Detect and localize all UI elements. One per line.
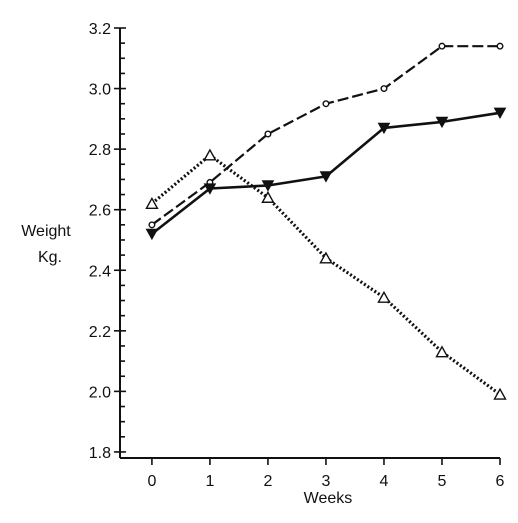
series-3 — [145, 148, 507, 400]
x-tick-label: 5 — [438, 473, 447, 490]
series-2-point — [145, 228, 159, 241]
series-layer — [145, 42, 507, 400]
series-1 — [148, 42, 504, 229]
series-2-point — [493, 107, 507, 120]
series-2-point — [261, 180, 275, 192]
x-tick-label: 3 — [322, 473, 331, 490]
series-2-point — [203, 183, 217, 195]
y-tick-label: 1.8 — [89, 445, 111, 462]
series-1-point — [438, 42, 446, 50]
series-1-point — [496, 42, 504, 50]
x-tick-label: 2 — [263, 473, 272, 490]
series-2-point — [319, 171, 333, 183]
series-3-point — [377, 290, 391, 303]
y-tick-label: 2.6 — [89, 203, 111, 220]
y-axis-title-line-1: Weight — [21, 223, 71, 240]
y-tick-label: 2.8 — [89, 142, 111, 159]
x-tick-label: 0 — [147, 473, 156, 490]
series-1-point — [264, 130, 272, 138]
series-3-point — [203, 148, 217, 161]
x-axis-title: Weeks — [304, 490, 353, 507]
y-tick-label: 2.0 — [89, 384, 111, 401]
series-3-point — [145, 196, 159, 210]
series-2-point — [435, 116, 449, 129]
series-3-line — [150, 153, 501, 396]
series-1-point — [148, 221, 156, 229]
y-tick-label: 2.2 — [89, 324, 111, 341]
series-2-point — [377, 122, 391, 135]
y-ticks: 1.8 2.0 2.2 2.4 2.6 2.8 3.0 3.2 — [89, 21, 126, 462]
x-tick-label: 1 — [205, 473, 214, 490]
series-3-point — [319, 251, 333, 264]
x-tick-label: 6 — [496, 473, 505, 490]
axes — [119, 28, 500, 459]
y-tick-label: 2.4 — [89, 263, 111, 280]
series-3-point — [493, 387, 507, 400]
y-axis-title-line-2: Kg. — [38, 249, 62, 266]
y-tick-label: 3.0 — [89, 82, 111, 99]
y-tick-label: 3.2 — [89, 21, 111, 38]
series-1-line — [151, 45, 500, 226]
series-1-point — [322, 100, 330, 108]
x-tick-label: 4 — [380, 473, 389, 490]
x-ticks: 0 1 2 3 4 5 6 — [147, 458, 505, 490]
series-3-point — [435, 345, 449, 358]
series-1-point — [380, 85, 388, 93]
series-2 — [145, 107, 507, 241]
series-3-point — [261, 190, 275, 203]
